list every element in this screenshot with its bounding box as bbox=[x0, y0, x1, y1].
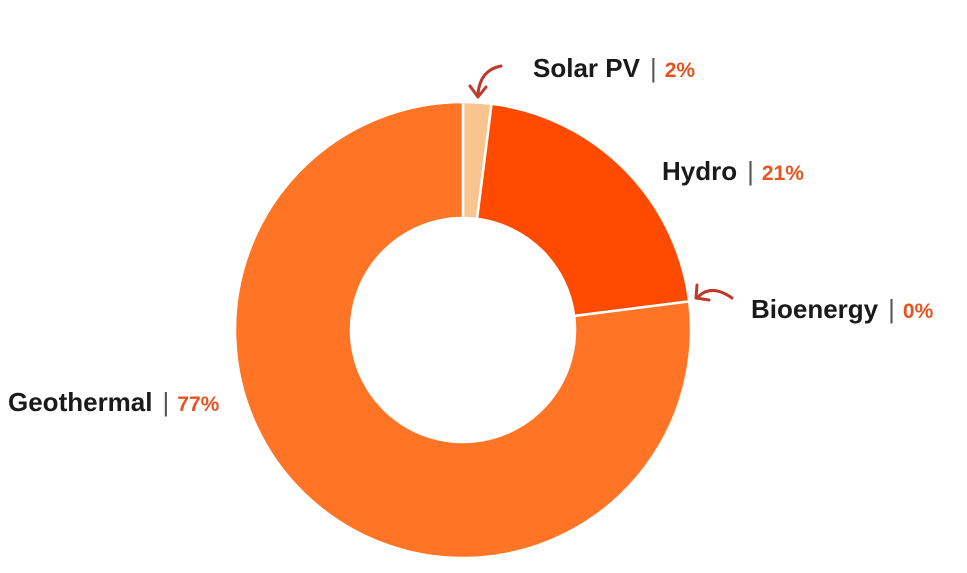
donut-slices bbox=[233, 100, 693, 560]
label-bioenergy-name: Bioenergy bbox=[751, 294, 879, 324]
label-geothermal-name: Geothermal bbox=[8, 387, 153, 417]
label-hydro: Hydro | 21% bbox=[662, 156, 804, 186]
callout-arrow-solar-pv bbox=[468, 64, 503, 99]
callout-arrows bbox=[468, 64, 734, 302]
label-geothermal: Geothermal | 77% bbox=[8, 387, 220, 417]
slice-geothermal bbox=[233, 100, 693, 560]
slice-labels: Solar PV | 2% Hydro | 21% Bioenergy | 0% Geotherm… bbox=[8, 53, 934, 417]
label-bioenergy-value: 0% bbox=[903, 300, 934, 323]
label-geothermal-separator: | bbox=[163, 387, 170, 417]
label-geothermal-value: 77% bbox=[177, 393, 219, 416]
label-solar-pv-value: 2% bbox=[665, 59, 696, 82]
label-solar-pv: Solar PV | 2% bbox=[533, 53, 695, 83]
label-hydro-separator: | bbox=[747, 156, 754, 186]
label-hydro-value: 21% bbox=[762, 162, 804, 185]
callout-arrow-bioenergy bbox=[694, 283, 734, 302]
label-solar-pv-name: Solar PV bbox=[533, 53, 641, 83]
label-solar-pv-separator: | bbox=[650, 53, 657, 83]
label-bioenergy: Bioenergy | 0% bbox=[751, 294, 934, 324]
label-hydro-name: Hydro bbox=[662, 156, 737, 186]
label-bioenergy-separator: | bbox=[888, 294, 895, 324]
slice-hydro bbox=[475, 102, 691, 318]
